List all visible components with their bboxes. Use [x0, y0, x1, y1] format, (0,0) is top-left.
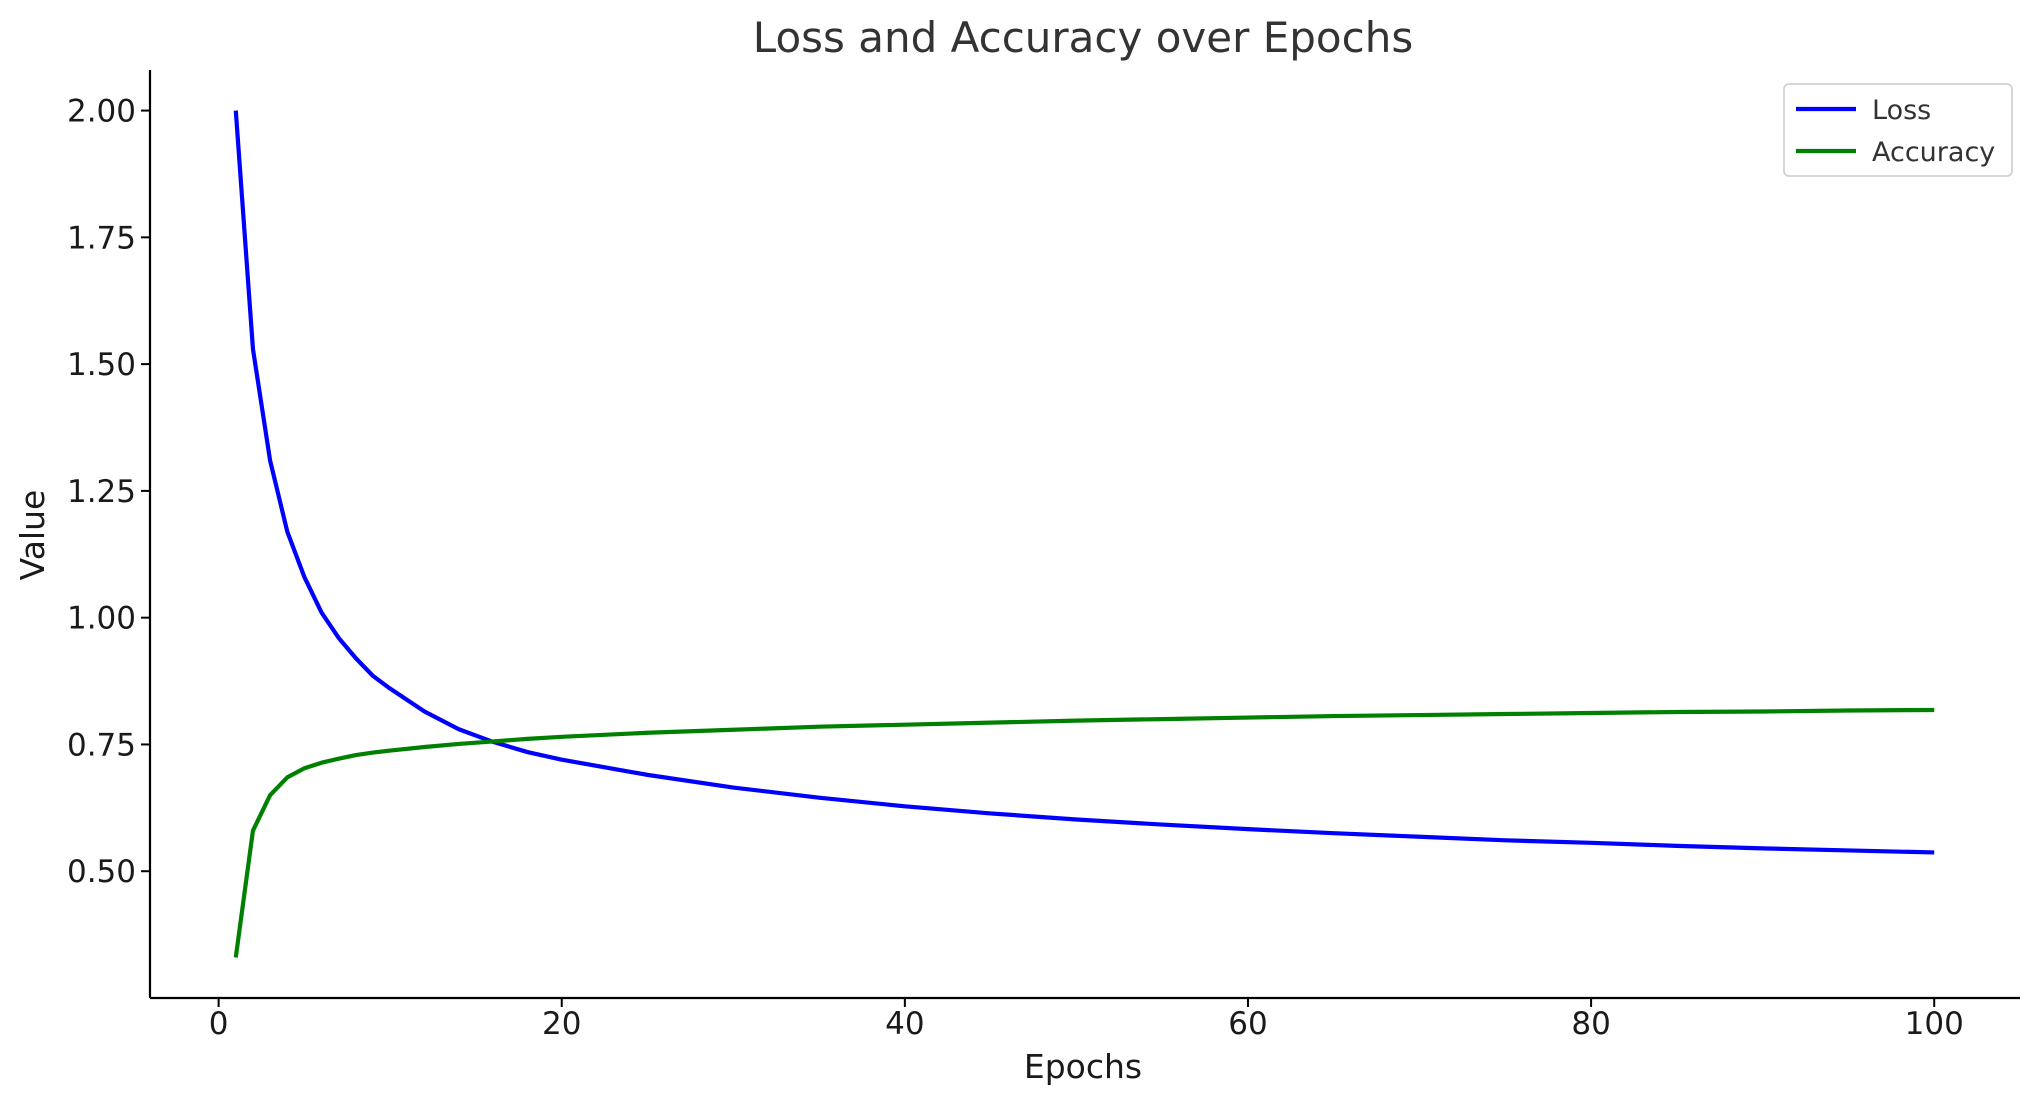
x-tick-label: 100 — [1905, 1006, 1964, 1042]
x-tick-label: 40 — [885, 1006, 924, 1042]
y-tick-label: 1.00 — [67, 601, 136, 637]
legend-label-accuracy: Accuracy — [1872, 137, 1995, 168]
y-tick-label: 1.50 — [67, 347, 136, 383]
x-tick-label: 80 — [1571, 1006, 1610, 1042]
y-tick-label: 0.75 — [67, 727, 136, 763]
y-tick-label: 1.75 — [67, 220, 136, 256]
x-axis-label: Epochs — [1024, 1047, 1142, 1086]
series-line-loss — [233, 110, 1935, 855]
y-axis-label: Value — [13, 490, 52, 581]
plot-area — [148, 70, 2020, 1000]
y-tick-label: 1.25 — [67, 474, 136, 510]
legend: Loss Accuracy — [1783, 83, 2013, 177]
legend-label-loss: Loss — [1872, 95, 1931, 126]
y-tick-label: 0.50 — [67, 854, 136, 890]
x-axis-ticks: 0 20 40 60 80 100 — [209, 998, 1964, 1042]
x-tick-label: 20 — [542, 1006, 581, 1042]
chart-title: Loss and Accuracy over Epochs — [753, 13, 1413, 62]
series-line-accuracy — [233, 707, 1935, 958]
x-tick-label: 60 — [1228, 1006, 1267, 1042]
y-tick-label: 2.00 — [67, 94, 136, 130]
x-tick-label: 0 — [209, 1006, 229, 1042]
y-axis-ticks: 0.50 0.75 1.00 1.25 1.50 1.75 2.00 — [67, 94, 150, 890]
